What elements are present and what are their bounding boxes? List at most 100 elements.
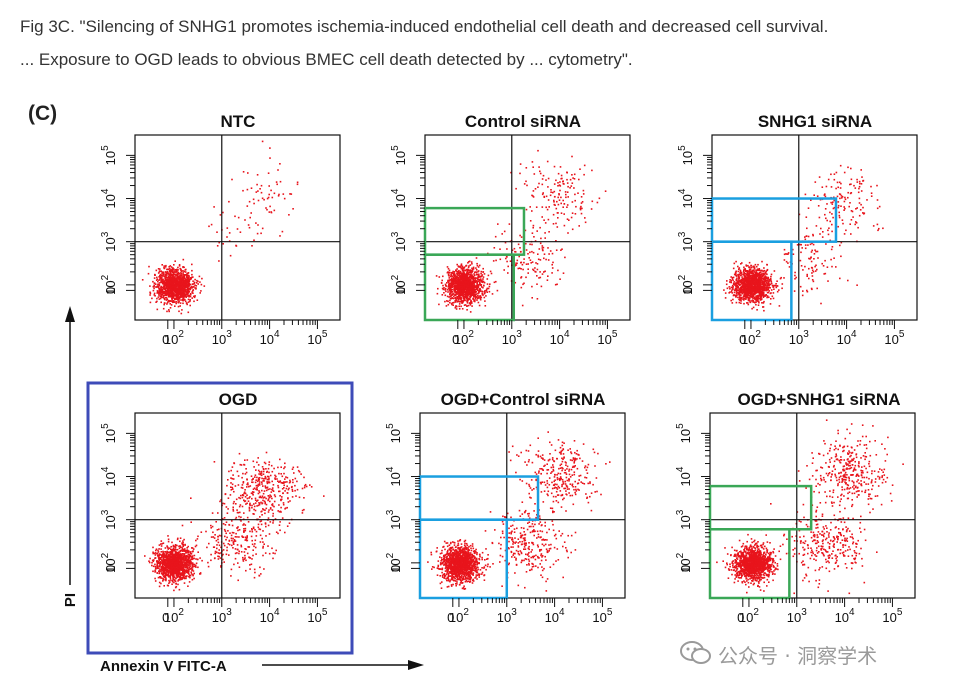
event-dot [751, 275, 754, 277]
event-dots [144, 451, 325, 592]
event-dot [478, 276, 481, 278]
event-dot [737, 279, 740, 281]
event-dot [462, 285, 464, 288]
event-dot [153, 285, 155, 288]
event-dot [857, 191, 860, 194]
event-dot [742, 291, 745, 293]
event-dot [503, 230, 506, 233]
event-dot [454, 277, 456, 280]
event-dot [445, 285, 448, 287]
event-dot [741, 292, 744, 295]
event-dot [551, 267, 554, 269]
event-dot [547, 218, 550, 221]
event-dot [748, 279, 750, 282]
event-dot [743, 302, 745, 305]
event-dot [562, 180, 564, 182]
event-dot [183, 291, 186, 293]
event-dot [461, 294, 464, 296]
event-dot [748, 266, 750, 269]
event-dot [455, 299, 457, 302]
event-dot [816, 250, 819, 253]
event-dot [160, 572, 163, 575]
event-dot [493, 281, 496, 284]
event-dot [190, 573, 193, 575]
event-dot [559, 181, 561, 183]
event-dot [770, 282, 773, 285]
event-dot [472, 289, 474, 291]
event-dot [185, 276, 188, 278]
event-dot [171, 298, 173, 301]
event-dot [808, 257, 810, 260]
event-dot [541, 206, 544, 208]
event-dot [191, 568, 194, 570]
event-dot [449, 295, 452, 298]
event-dot [452, 273, 455, 276]
event-dot [577, 192, 579, 194]
event-dot [177, 273, 179, 275]
event-dot [173, 264, 175, 266]
event-dot [756, 269, 759, 271]
event-dot [531, 285, 533, 288]
event-dot [174, 301, 176, 303]
event-dot [766, 289, 769, 291]
event-dot [456, 268, 458, 270]
event-dot [531, 297, 533, 299]
event-dot [469, 298, 471, 301]
panel-title: NTC [221, 112, 256, 131]
event-dot [544, 232, 546, 234]
event-dot [518, 255, 520, 258]
event-dot [460, 291, 462, 294]
event-dot [532, 190, 535, 192]
event-dot [451, 297, 453, 299]
event-dot [507, 272, 509, 274]
event-dot [466, 280, 469, 282]
event-dot [181, 309, 183, 311]
event-dot [742, 285, 745, 287]
event-dot [765, 294, 767, 296]
event-dot [730, 286, 733, 289]
event-dot [167, 289, 169, 291]
event-dot [186, 273, 188, 276]
event-dot [162, 307, 165, 310]
event-dot [738, 292, 741, 295]
event-dot [466, 297, 468, 300]
event-dot [467, 277, 469, 279]
event-dot [454, 291, 456, 293]
event-dot [244, 219, 246, 221]
event-dot [744, 287, 747, 290]
event-dot [457, 287, 460, 289]
event-dot [477, 266, 480, 268]
event-dot [750, 280, 752, 283]
event-dot [554, 283, 557, 286]
event-dot [565, 193, 567, 196]
event-dot [189, 278, 191, 281]
event-dot [171, 286, 174, 289]
event-dot [462, 297, 465, 299]
event-dot [179, 278, 181, 281]
event-dot [474, 299, 476, 301]
y-tick-label: 103 [677, 231, 695, 251]
event-dot [731, 278, 734, 280]
event-dot [183, 280, 185, 282]
event-dot [181, 275, 183, 277]
event-dot [441, 294, 444, 296]
event-dot [745, 280, 747, 283]
event-dot [462, 293, 464, 295]
event-dot [755, 271, 758, 273]
event-dot [855, 222, 858, 224]
event-dot [476, 284, 479, 286]
event-dot [757, 288, 760, 290]
event-dot [850, 233, 852, 235]
event-dot [514, 251, 517, 253]
event-dot [734, 288, 737, 291]
event-dot [570, 185, 573, 187]
event-dot [475, 271, 477, 273]
event-dot [765, 272, 767, 274]
event-dot [539, 172, 542, 175]
event-dot [467, 279, 470, 282]
event-dot [765, 277, 768, 280]
event-dot [464, 282, 466, 285]
event-dot [763, 287, 766, 289]
event-dot [825, 217, 827, 220]
event-dot [534, 240, 537, 242]
